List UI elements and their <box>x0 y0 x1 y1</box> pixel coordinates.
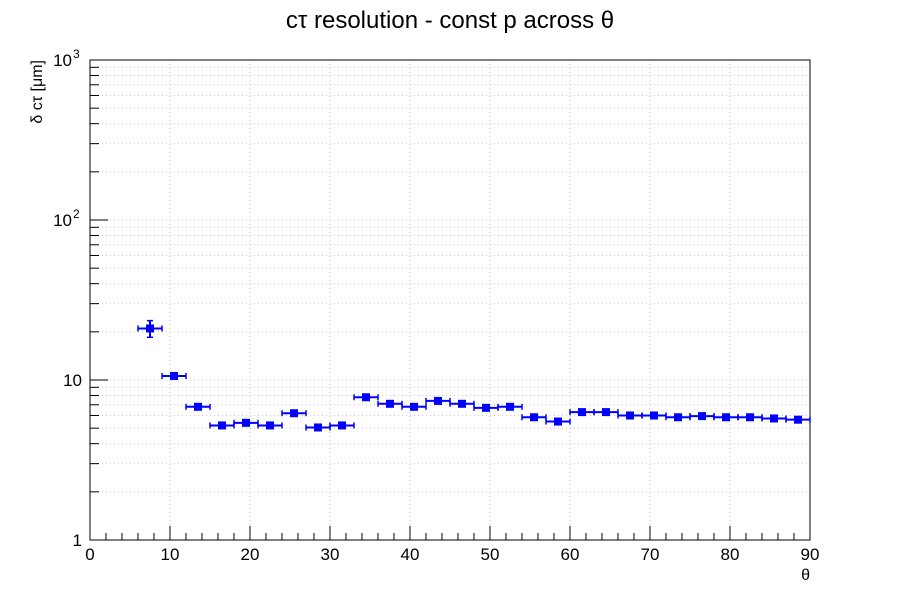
y-tick-label: 10 <box>63 371 82 390</box>
x-tick-label: 90 <box>801 545 820 564</box>
data-point <box>770 414 778 423</box>
data-point <box>794 415 802 424</box>
x-tick-label: 70 <box>641 545 660 564</box>
data-point <box>146 324 154 333</box>
data-point <box>530 413 538 422</box>
x-tick-label: 10 <box>161 545 180 564</box>
data-point <box>314 423 322 432</box>
data-point <box>434 396 442 405</box>
data-point <box>170 371 178 380</box>
data-point <box>482 403 490 412</box>
x-tick-label: 40 <box>401 545 420 564</box>
data-point <box>338 421 346 430</box>
data-point <box>674 413 682 422</box>
y-tick-label: 1 <box>73 531 82 550</box>
x-axis-label: θ <box>801 567 810 584</box>
data-point <box>626 411 634 420</box>
series <box>137 319 811 432</box>
x-tick-label: 60 <box>561 545 580 564</box>
y-tick-label-exponent: 3 <box>73 47 80 61</box>
data-point <box>362 393 370 402</box>
data-point <box>242 418 250 427</box>
data-point <box>218 421 226 430</box>
data-point <box>194 402 202 411</box>
data-point <box>410 402 418 411</box>
y-tick-label: 10 <box>53 211 72 230</box>
data-point <box>266 421 274 430</box>
axes <box>89 66 811 541</box>
chart-title: cτ resolution - const p across θ <box>286 7 614 34</box>
x-tick-label: 20 <box>241 545 260 564</box>
y-tick-label: 10 <box>53 51 72 70</box>
data-point <box>554 417 562 426</box>
x-tick-label: 50 <box>481 545 500 564</box>
x-tick-label: 30 <box>321 545 340 564</box>
data-point <box>746 413 754 422</box>
data-point <box>458 399 466 408</box>
x-tick-label: 80 <box>721 545 740 564</box>
data-point <box>650 411 658 420</box>
x-tick-label: 0 <box>85 545 94 564</box>
plot-frame <box>89 59 811 541</box>
data-point <box>578 408 586 417</box>
data-point <box>722 413 730 422</box>
data-point <box>698 412 706 421</box>
y-tick-label-exponent: 2 <box>73 207 80 221</box>
data-point <box>386 399 394 408</box>
data-point <box>506 402 514 411</box>
grid <box>90 60 810 540</box>
y-axis-label: δ cτ [μm] <box>29 60 46 124</box>
data-point <box>602 408 610 417</box>
data-series <box>137 319 811 432</box>
data-point <box>290 409 298 418</box>
